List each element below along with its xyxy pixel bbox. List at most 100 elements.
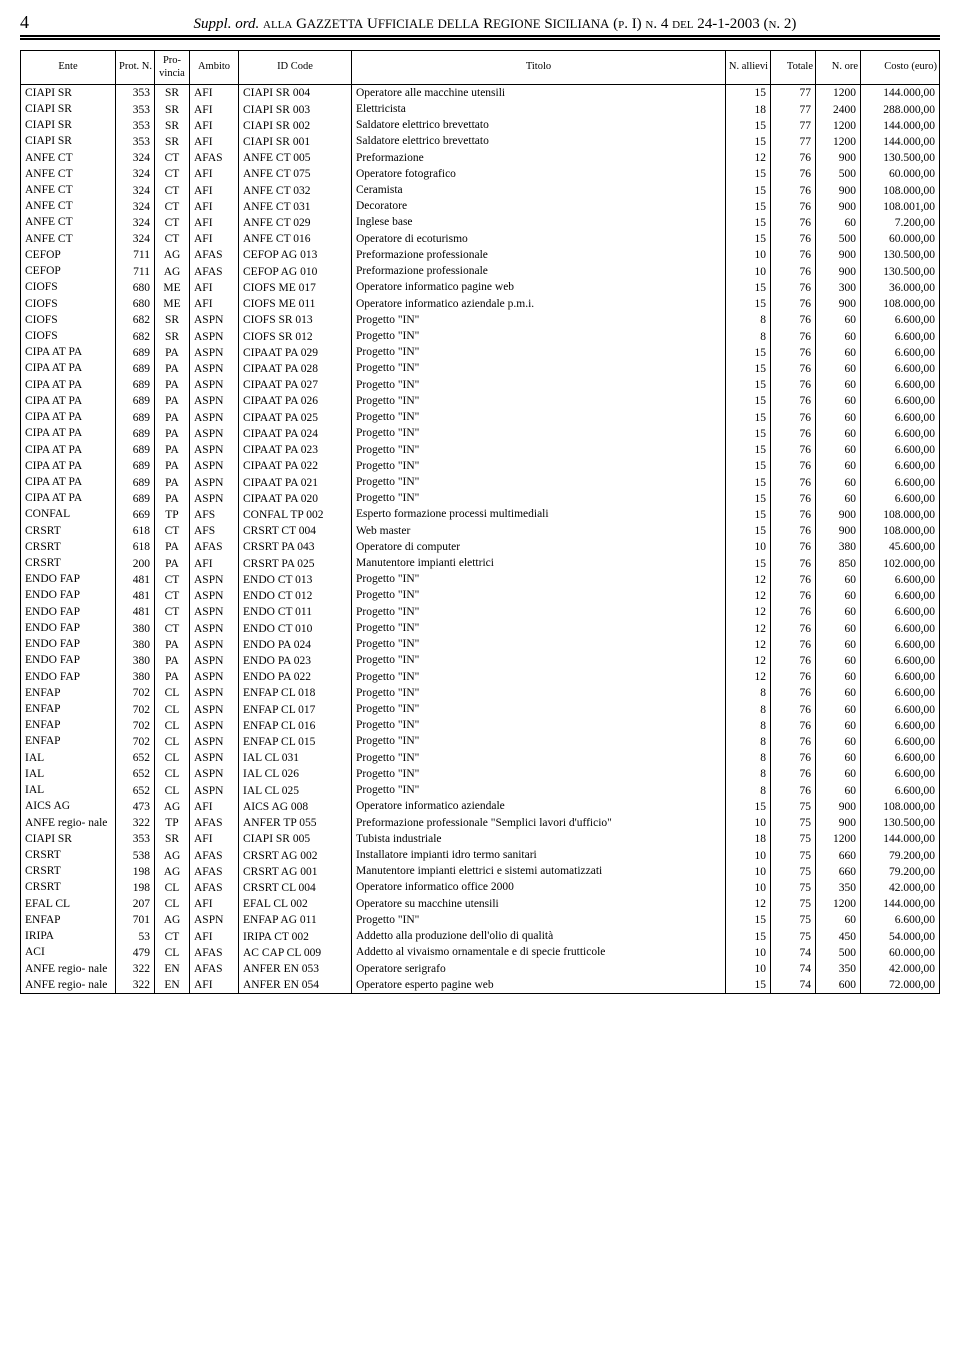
table-cell: 618 (116, 523, 155, 539)
table-cell: SR (155, 312, 190, 328)
table-cell: 660 (816, 847, 861, 863)
table-row: AICS AG473AGAFIAICS AG 008Operatore info… (21, 799, 940, 815)
table-cell: Progetto "IN" (352, 766, 726, 782)
table-row: ANFE CT324CTAFIANFE CT 031Decoratore1576… (21, 199, 940, 215)
table-cell: ASPN (190, 377, 239, 393)
table-cell: AFAS (190, 961, 239, 977)
table-cell: 324 (116, 150, 155, 166)
table-cell: 900 (816, 523, 861, 539)
table-row: CIAPI SR353SRAFICIAPI SR 005Tubista indu… (21, 831, 940, 847)
table-cell: 7.200,00 (861, 215, 940, 231)
table-cell: AFI (190, 831, 239, 847)
table-cell: ANFE CT 016 (239, 231, 352, 247)
table-cell: 2400 (816, 101, 861, 117)
table-row: ANFE CT324CTAFIANFE CT 029Inglese base15… (21, 215, 940, 231)
table-cell: 288.000,00 (861, 101, 940, 117)
table-cell: CT (155, 523, 190, 539)
table-cell: 702 (116, 718, 155, 734)
table-cell: ENDO CT 012 (239, 588, 352, 604)
table-cell: CRSRT (21, 880, 116, 896)
table-cell: 481 (116, 588, 155, 604)
table-cell: 76 (771, 215, 816, 231)
table-cell: 380 (116, 669, 155, 685)
table-cell: Operatore esperto pagine web (352, 977, 726, 994)
table-cell: AFI (190, 166, 239, 182)
table-cell: 60 (816, 215, 861, 231)
table-cell: 76 (771, 620, 816, 636)
table-cell: AFI (190, 134, 239, 150)
table-cell: 324 (116, 231, 155, 247)
table-cell: 15 (726, 474, 771, 490)
table-cell: AFI (190, 896, 239, 912)
table-cell: 76 (771, 166, 816, 182)
table-cell: 6.600,00 (861, 328, 940, 344)
table-cell: 76 (771, 669, 816, 685)
table-cell: ENFAP CL 018 (239, 685, 352, 701)
table-cell: 6.600,00 (861, 685, 940, 701)
table-cell: 76 (771, 410, 816, 426)
table-cell: 76 (771, 361, 816, 377)
table-cell: AFI (190, 556, 239, 572)
table-cell: 76 (771, 280, 816, 296)
table-cell: 15 (726, 118, 771, 134)
table-cell: 689 (116, 474, 155, 490)
table-cell: ASPN (190, 442, 239, 458)
table-row: ANFE CT324CTAFIANFE CT 016Operatore di e… (21, 231, 940, 247)
table-cell: Preformazione (352, 150, 726, 166)
table-cell: 15 (726, 912, 771, 928)
table-cell: 130.500,00 (861, 150, 940, 166)
table-cell: ASPN (190, 604, 239, 620)
table-cell: 8 (726, 783, 771, 799)
table-cell: 6.600,00 (861, 702, 940, 718)
table-cell: 15 (726, 199, 771, 215)
table-cell: Progetto "IN" (352, 442, 726, 458)
table-cell: 1200 (816, 118, 861, 134)
table-cell: 15 (726, 377, 771, 393)
table-cell: 481 (116, 572, 155, 588)
table-cell: IAL (21, 750, 116, 766)
table-cell: EFAL CL (21, 896, 116, 912)
table-cell: AG (155, 247, 190, 263)
table-cell: 689 (116, 458, 155, 474)
table-row: ENFAP701AGASPNENFAP AG 011Progetto "IN"1… (21, 912, 940, 928)
table-row: CRSRT618PAAFASCRSRT PA 043Operatore di c… (21, 539, 940, 555)
table-cell: 76 (771, 345, 816, 361)
table-cell: 500 (816, 945, 861, 961)
table-cell: 42.000,00 (861, 961, 940, 977)
table-cell: ASPN (190, 669, 239, 685)
table-cell: ANFE CT (21, 199, 116, 215)
table-cell: 8 (726, 702, 771, 718)
table-cell: CRSRT (21, 539, 116, 555)
table-cell: 76 (771, 766, 816, 782)
table-cell: ENDO PA 022 (239, 669, 352, 685)
table-cell: 10 (726, 539, 771, 555)
table-cell: 76 (771, 264, 816, 280)
table-cell: 102.000,00 (861, 556, 940, 572)
table-cell: 15 (726, 361, 771, 377)
table-cell: Progetto "IN" (352, 604, 726, 620)
table-cell: 76 (771, 312, 816, 328)
table-cell: AFAS (190, 264, 239, 280)
table-row: CIPA AT PA689PAASPNCIPAAT PA 020Progetto… (21, 491, 940, 507)
col-prov: Pro- vincia (155, 51, 190, 85)
table-cell: 350 (816, 961, 861, 977)
col-totale: Totale (771, 51, 816, 85)
table-cell: Operatore informatico aziendale p.m.i. (352, 296, 726, 312)
table-cell: 324 (116, 166, 155, 182)
table-cell: CT (155, 166, 190, 182)
table-cell: Progetto "IN" (352, 637, 726, 653)
table-cell: 900 (816, 507, 861, 523)
table-cell: CRSRT CL 004 (239, 880, 352, 896)
table-row: CIOFS680MEAFICIOFS ME 011Operatore infor… (21, 296, 940, 312)
table-cell: 6.600,00 (861, 361, 940, 377)
table-cell: ANFE CT 029 (239, 215, 352, 231)
table-cell: CEFOP (21, 264, 116, 280)
table-cell: AFAS (190, 247, 239, 263)
table-cell: 60 (816, 393, 861, 409)
table-cell: CT (155, 150, 190, 166)
table-cell: 15 (726, 977, 771, 994)
table-cell: 6.600,00 (861, 345, 940, 361)
table-cell: CIPAAT PA 023 (239, 442, 352, 458)
table-row: IAL652CLASPNIAL CL 025Progetto "IN"87660… (21, 783, 940, 799)
table-cell: 900 (816, 815, 861, 831)
